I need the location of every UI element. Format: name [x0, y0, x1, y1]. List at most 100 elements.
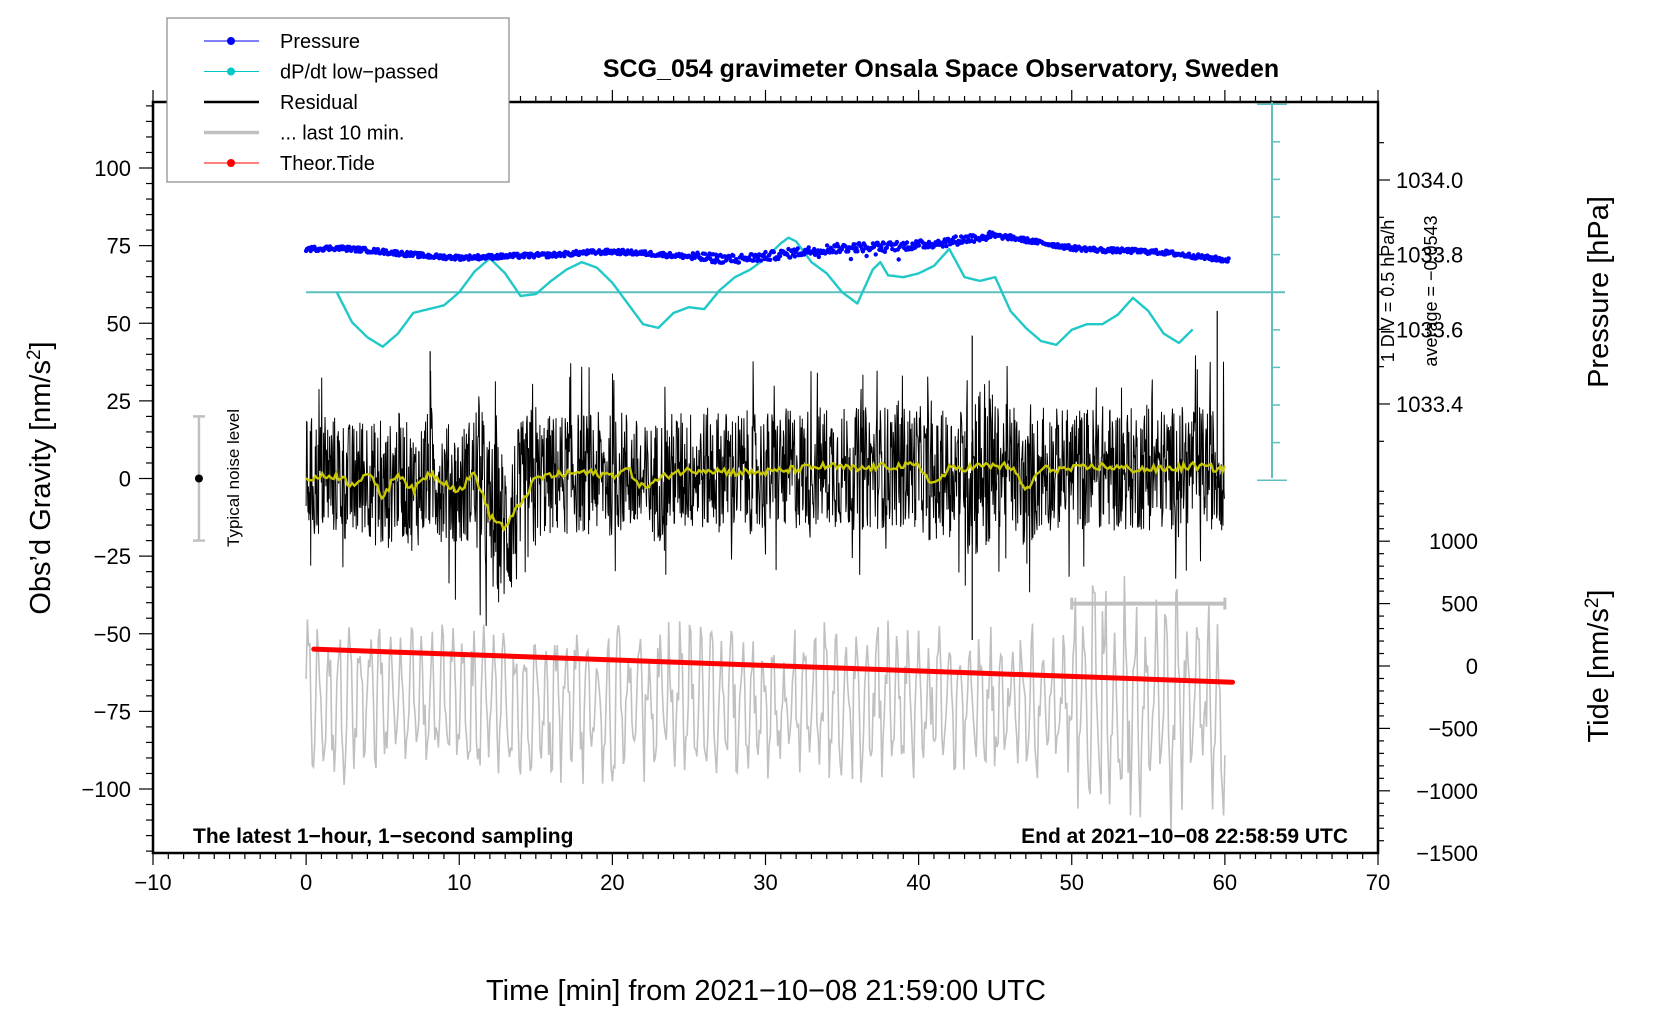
dpdt-average-label: average = −0.0543 [1421, 215, 1441, 366]
legend-entry: Pressure [204, 31, 360, 53]
pressure-point [812, 246, 817, 252]
pressure-point [940, 244, 945, 249]
x-tick-label: 50 [1060, 870, 1084, 895]
pressure-point [763, 249, 768, 255]
pressure-tick-label: 1033.8 [1396, 243, 1463, 268]
pressure-point [731, 253, 736, 258]
y-tick-label: −50 [94, 622, 131, 647]
pressure-point [953, 234, 958, 239]
pressure-point [816, 254, 821, 260]
legend: Pressure dP/dt low−passed Residual ... last… [166, 17, 510, 183]
x-tick-label: 30 [753, 870, 777, 895]
pressure-point [852, 242, 857, 247]
theoretical-tide-line [311, 646, 1236, 685]
pressure-tick-label: 1033.4 [1396, 392, 1463, 417]
y-tick-label: 75 [107, 234, 131, 259]
pressure-point [771, 249, 776, 255]
legend-label: dP/dt low−passed [280, 62, 438, 84]
pressure-point [1005, 237, 1011, 242]
x-tick-label: 0 [300, 870, 312, 895]
y-tick-label: 0 [119, 467, 131, 492]
x-tick-label: 60 [1213, 870, 1237, 895]
dpdt-axis [306, 102, 1287, 481]
pressure-point [767, 257, 773, 262]
pressure-point [562, 254, 567, 259]
pressure-point [944, 244, 949, 249]
residual-line [305, 355, 1225, 626]
tide-axis: 1000 500 0 −500 −1000 −1500 [1378, 490, 1478, 866]
pressure-point [1226, 256, 1231, 261]
legend-swatch-dot [227, 37, 235, 45]
y-tick-label: −75 [94, 699, 131, 724]
pressure-point [788, 255, 793, 260]
pressure-point [848, 256, 854, 262]
pressure-point [751, 258, 756, 263]
x-tick-label: 40 [906, 870, 930, 895]
legend-entry: Theor.Tide [204, 153, 375, 175]
pressure-point [850, 246, 855, 251]
pressure-point [792, 254, 798, 259]
pressure-point [894, 239, 900, 245]
legend-entry: Residual [204, 92, 358, 114]
pressure-axis: 1034.0 1033.8 1033.6 1033.4 [1378, 142, 1463, 442]
tide-tick-label: 1000 [1429, 529, 1478, 554]
y-tick-label: 50 [107, 311, 131, 336]
series-layer [303, 229, 1236, 833]
tide-tick-label: 0 [1466, 654, 1478, 679]
pressure-point [855, 249, 860, 254]
pressure-point [904, 240, 910, 245]
pressure-point [758, 258, 764, 263]
dpdt-division-label: 1 DIV = 0.5 hPa/h [1378, 220, 1398, 363]
pressure-point [702, 251, 708, 256]
legend-box [166, 17, 510, 183]
chart-title: SCG_054 gravimeter Onsala Space Observat… [603, 55, 1279, 83]
noise-level-indicator [192, 415, 205, 542]
pressure-point [806, 245, 811, 250]
y-tick-label: −100 [81, 777, 131, 802]
x-axis-title: Time [min] from 2021−10−08 21:59:00 UTC [486, 975, 1046, 1007]
left-y-axis-title: Obs’d Gravity [nm/s2] [24, 341, 57, 614]
tide-axis-title: Tide [nm/s2] [1582, 590, 1615, 743]
tide-tick-label: −1500 [1416, 841, 1478, 866]
tide-tick-label: −1000 [1416, 779, 1478, 804]
left-y-axis: 100 75 50 25 0 −25 −50 −75 −100 [81, 105, 153, 852]
x-tick-label: −10 [134, 870, 171, 895]
last-10-min-line [305, 575, 1226, 833]
pressure-point [896, 257, 901, 262]
pressure-point [873, 252, 878, 257]
pressure-point [846, 249, 851, 254]
x-tick-label: 20 [600, 870, 624, 895]
pressure-tick-label: 1033.6 [1396, 317, 1463, 342]
sampling-note: The latest 1−hour, 1−second sampling [193, 825, 573, 848]
x-tick-label: 70 [1366, 870, 1390, 895]
pressure-axis-title: Pressure [hPa] [1583, 196, 1615, 388]
pressure-point [642, 249, 648, 254]
pressure-point [824, 243, 830, 248]
pressure-points [303, 229, 1231, 265]
legend-label: Theor.Tide [280, 153, 375, 175]
pressure-point [1153, 247, 1159, 253]
pressure-point [749, 252, 754, 257]
pressure-point [736, 260, 742, 265]
tide-tick-label: 500 [1441, 592, 1478, 617]
noise-center-dot [194, 474, 203, 483]
tide-tick-label: −500 [1428, 716, 1478, 741]
pressure-tick-label: 1034.0 [1396, 168, 1463, 193]
pressure-point [708, 256, 713, 262]
legend-label: ... last 10 min. [280, 123, 405, 145]
pressure-point [778, 253, 783, 259]
legend-swatch-dot [227, 159, 235, 167]
end-time-note: End at 2021−10−08 22:58:59 UTC [1021, 825, 1348, 848]
legend-label: Residual [280, 92, 358, 114]
pressure-point [864, 253, 869, 259]
pressure-point [843, 244, 848, 249]
y-tick-label: 25 [107, 389, 131, 414]
residual-smoothed-line [305, 459, 1227, 533]
noise-level-label: Typical noise level [224, 409, 243, 547]
pressure-point [862, 242, 867, 248]
y-tick-label: 100 [94, 156, 131, 181]
pressure-point [795, 246, 800, 251]
pressure-point [629, 248, 634, 253]
pressure-point [690, 251, 696, 256]
